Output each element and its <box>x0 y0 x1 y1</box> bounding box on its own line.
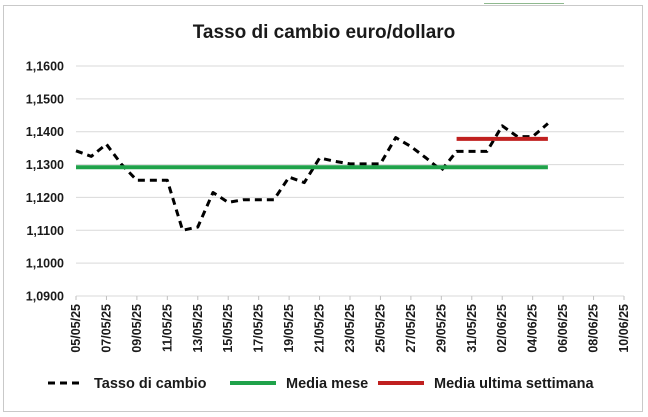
x-tick-label: 29/05/25 <box>434 304 448 353</box>
x-tick-label: 05/05/25 <box>69 304 83 353</box>
y-tick-label: 1,1500 <box>26 92 64 106</box>
grid-lines <box>76 65 624 297</box>
x-tick-label: 13/05/25 <box>191 304 205 353</box>
y-tick-label: 1,1100 <box>26 224 64 238</box>
x-tick-label: 08/06/25 <box>587 304 601 353</box>
x-tick-label: 27/05/25 <box>404 304 418 353</box>
series-line-tasso-di-cambio <box>75 122 549 232</box>
x-tick-label: 06/06/25 <box>556 304 570 353</box>
selected-cell[interactable] <box>484 0 564 4</box>
chart-canvas: Tasso di cambio euro/dollaro 1,0900 1,100… <box>26 22 631 392</box>
y-tick-label: 1,1200 <box>26 191 64 205</box>
legend-label: Media mese <box>286 376 368 392</box>
x-tick-label: 07/05/25 <box>99 304 113 353</box>
legend: Tasso di cambio Media mese Media ultima se… <box>48 376 594 392</box>
legend-label: Media ultima settimana <box>434 376 594 392</box>
y-tick-label: 1,0900 <box>26 290 64 304</box>
plot-area <box>75 122 549 232</box>
x-tick-label: 09/05/25 <box>130 304 144 353</box>
x-tick-label: 31/05/25 <box>465 304 479 353</box>
y-tick-label: 1,1400 <box>26 125 64 139</box>
legend-label: Tasso di cambio <box>94 376 207 392</box>
y-tick-label: 1,1300 <box>26 158 64 172</box>
chart-container[interactable]: Tasso di cambio euro/dollaro 1,0900 1,100… <box>3 5 643 412</box>
y-tick-label: 1,1000 <box>26 257 64 271</box>
x-tick-label: 04/06/25 <box>526 304 540 353</box>
x-tick-label: 15/05/25 <box>221 304 235 353</box>
x-tick-label: 23/05/25 <box>343 304 357 353</box>
x-tick-label: 19/05/25 <box>282 304 296 353</box>
x-tick-label: 17/05/25 <box>252 304 266 353</box>
chart-title: Tasso di cambio euro/dollaro <box>193 22 456 43</box>
x-tick-label: 02/06/25 <box>495 304 509 353</box>
y-tick-label: 1,1600 <box>26 60 64 74</box>
x-axis: 05/05/25 07/05/25 09/05/25 11/05/25 13/05/25… <box>69 296 631 353</box>
x-tick-label: 25/05/25 <box>373 304 387 353</box>
x-tick-label: 21/05/25 <box>313 304 327 353</box>
x-tick-label: 10/06/25 <box>617 304 631 353</box>
x-tick-label: 11/05/25 <box>160 304 174 352</box>
sheet-background <box>0 0 648 5</box>
y-axis: 1,0900 1,1000 1,1100 1,1200 1,1300 1,1400 1,15… <box>26 60 64 304</box>
